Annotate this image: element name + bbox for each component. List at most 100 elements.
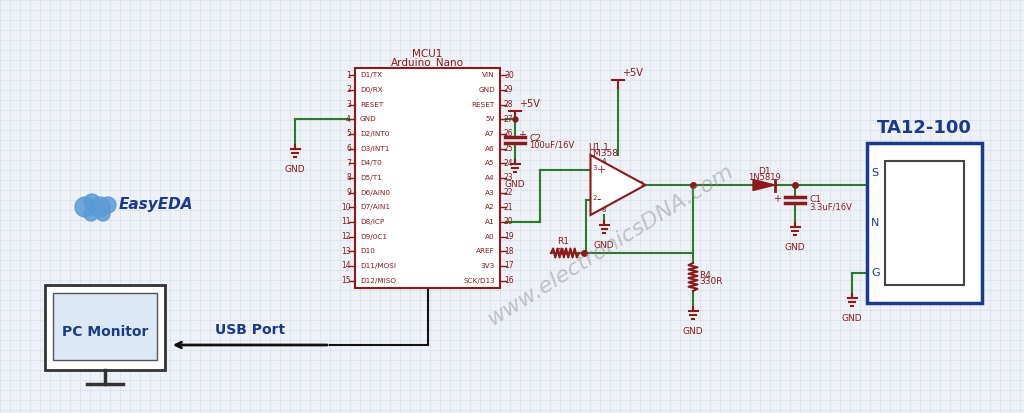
Text: A3: A3 xyxy=(485,190,495,196)
Text: 3.3uF/16V: 3.3uF/16V xyxy=(809,202,852,211)
Text: D7/AIN1: D7/AIN1 xyxy=(360,204,390,210)
Text: 8: 8 xyxy=(602,207,606,213)
Text: 28: 28 xyxy=(504,100,513,109)
Polygon shape xyxy=(90,197,110,217)
Text: TA12-100: TA12-100 xyxy=(878,119,972,137)
Text: G: G xyxy=(871,268,880,278)
Text: 25: 25 xyxy=(504,144,514,153)
Text: R1: R1 xyxy=(557,237,569,245)
Text: N: N xyxy=(871,218,880,228)
Text: MCU1: MCU1 xyxy=(413,49,442,59)
Bar xyxy=(355,68,500,288)
Text: 21: 21 xyxy=(504,203,513,212)
Text: 1: 1 xyxy=(346,71,351,80)
Text: 17: 17 xyxy=(504,261,514,271)
Polygon shape xyxy=(96,207,110,221)
Text: 5V: 5V xyxy=(485,116,495,122)
Text: GND: GND xyxy=(784,243,805,252)
Text: www.electronicsDNA.com: www.electronicsDNA.com xyxy=(483,161,736,329)
Text: C2: C2 xyxy=(529,134,541,143)
Text: D11/MOSI: D11/MOSI xyxy=(360,263,396,269)
Text: 14: 14 xyxy=(341,261,351,271)
Text: 1: 1 xyxy=(639,181,643,187)
Bar xyxy=(867,143,982,303)
Bar xyxy=(45,285,165,370)
Text: R4: R4 xyxy=(699,271,711,280)
Text: 2: 2 xyxy=(346,85,351,95)
Text: 2: 2 xyxy=(593,195,597,201)
Text: D9/0C1: D9/0C1 xyxy=(360,234,387,240)
Text: GND: GND xyxy=(594,241,614,250)
Text: 19: 19 xyxy=(504,232,514,241)
Text: GND: GND xyxy=(478,87,495,93)
Text: D10: D10 xyxy=(360,248,375,254)
Text: +: + xyxy=(773,194,781,204)
Text: RESET: RESET xyxy=(360,102,383,108)
Text: D2/INT0: D2/INT0 xyxy=(360,131,389,137)
Text: 5: 5 xyxy=(346,130,351,138)
Text: 20: 20 xyxy=(504,218,514,226)
Text: D4/T0: D4/T0 xyxy=(360,160,382,166)
Text: GND: GND xyxy=(285,165,305,174)
Text: A6: A6 xyxy=(485,146,495,152)
Text: +5V: +5V xyxy=(519,100,540,109)
Text: S: S xyxy=(871,168,879,178)
Text: +: + xyxy=(518,131,526,140)
Text: AREF: AREF xyxy=(476,248,495,254)
Text: 16: 16 xyxy=(504,276,514,285)
Text: 3: 3 xyxy=(346,100,351,109)
Text: 30: 30 xyxy=(504,71,514,80)
Text: VIN: VIN xyxy=(482,72,495,78)
Text: GND: GND xyxy=(842,314,862,323)
Text: 3V3: 3V3 xyxy=(480,263,495,269)
Text: 4: 4 xyxy=(346,115,351,124)
Text: 100uF/16V: 100uF/16V xyxy=(529,141,574,150)
Bar xyxy=(53,293,157,360)
Text: GND: GND xyxy=(683,327,703,336)
Text: GND: GND xyxy=(505,180,525,189)
Text: USB Port: USB Port xyxy=(215,323,285,337)
Text: PC Monitor: PC Monitor xyxy=(61,325,148,339)
Text: +5V: +5V xyxy=(622,68,643,78)
Text: A5: A5 xyxy=(485,160,495,166)
Text: LM358: LM358 xyxy=(589,150,618,159)
Text: C1: C1 xyxy=(809,195,821,204)
Text: 15: 15 xyxy=(341,276,351,285)
Text: D6/AIN0: D6/AIN0 xyxy=(360,190,390,196)
Text: D1: D1 xyxy=(758,166,770,176)
Text: RESET: RESET xyxy=(472,102,495,108)
Text: A1: A1 xyxy=(485,219,495,225)
Text: 330R: 330R xyxy=(699,278,723,287)
Polygon shape xyxy=(75,197,95,217)
Text: 1N5819: 1N5819 xyxy=(748,173,780,183)
Text: 9: 9 xyxy=(346,188,351,197)
Text: GND: GND xyxy=(360,116,377,122)
Text: 29: 29 xyxy=(504,85,514,95)
Text: D3/INT1: D3/INT1 xyxy=(360,146,389,152)
Text: D1/TX: D1/TX xyxy=(360,72,382,78)
Text: Arduino_Nano: Arduino_Nano xyxy=(391,57,464,69)
Text: 12: 12 xyxy=(341,232,351,241)
Text: D5/T1: D5/T1 xyxy=(360,175,382,181)
Text: A4: A4 xyxy=(485,175,495,181)
Text: 13: 13 xyxy=(341,247,351,256)
Text: U1.1: U1.1 xyxy=(589,142,609,152)
Text: 3: 3 xyxy=(593,165,597,171)
Polygon shape xyxy=(84,207,98,221)
Text: 22: 22 xyxy=(504,188,513,197)
Text: 1K: 1K xyxy=(557,248,568,257)
Text: EasyEDA: EasyEDA xyxy=(119,197,194,213)
Text: D12/MISO: D12/MISO xyxy=(360,278,396,284)
Text: A0: A0 xyxy=(485,234,495,240)
Text: 6: 6 xyxy=(346,144,351,153)
Polygon shape xyxy=(591,155,645,215)
Text: 24: 24 xyxy=(504,159,514,168)
Text: D0/RX: D0/RX xyxy=(360,87,383,93)
Text: D8/ICP: D8/ICP xyxy=(360,219,384,225)
Text: A7: A7 xyxy=(485,131,495,137)
Text: 4: 4 xyxy=(602,158,606,164)
Text: 11: 11 xyxy=(341,218,351,226)
Polygon shape xyxy=(84,194,100,210)
Polygon shape xyxy=(100,197,116,213)
Text: 10: 10 xyxy=(341,203,351,212)
